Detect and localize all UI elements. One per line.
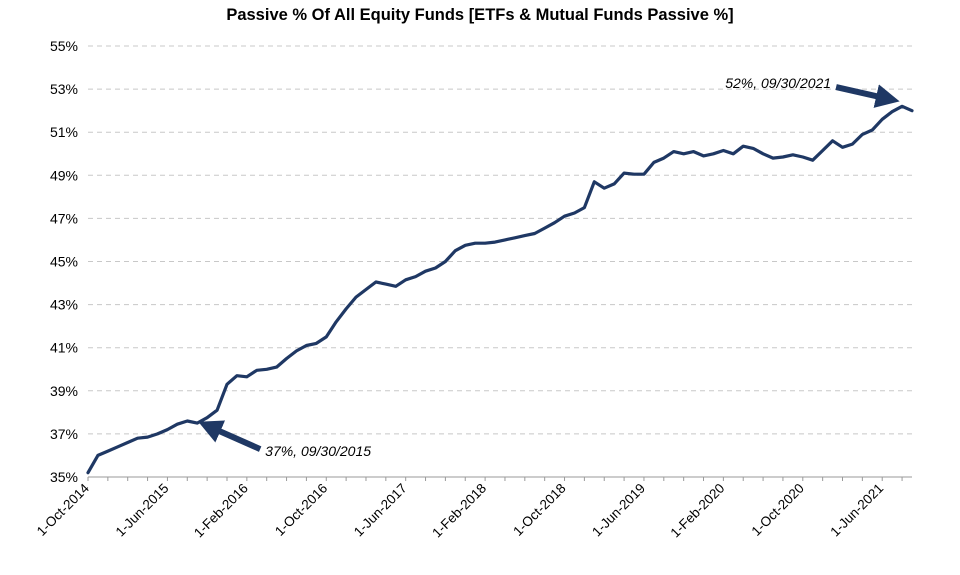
y-tick-label: 39% [50, 383, 78, 399]
x-tick-label: 1-Oct-2020 [749, 481, 807, 539]
x-tick-label: 1-Jun-2021 [827, 481, 886, 540]
y-tick-label: 47% [50, 210, 78, 226]
axes: 35% 37% 39% 41% 43% 45% 47% 49% 51% 53% 55% 1-Oct-2… [34, 38, 912, 540]
y-tick-label: 37% [50, 426, 78, 442]
chart-title: Passive % Of All Equity Funds [ETFs & Mu… [226, 6, 734, 24]
annotation-label: 37%, 09/30/2015 [265, 443, 371, 459]
y-tick-label: 45% [50, 254, 78, 270]
y-tick-label: 53% [50, 81, 78, 97]
x-tick-label: 1-Feb-2016 [191, 481, 251, 541]
y-tick-label: 51% [50, 124, 78, 140]
annotation-label: 52%, 09/30/2021 [725, 75, 831, 91]
x-tick-label: 1-Oct-2016 [272, 481, 330, 539]
x-tick-label: 1-Feb-2020 [668, 481, 728, 541]
y-tick-label: 35% [50, 469, 78, 485]
y-tick-label: 41% [50, 340, 78, 356]
annotations: 37%, 09/30/2015 52%, 09/30/2021 [198, 75, 900, 459]
annotation-arrow [835, 84, 900, 108]
x-tick-label: 1-Jun-2019 [589, 481, 648, 540]
y-tick-label: 49% [50, 167, 78, 183]
x-tick-label: 1-Oct-2018 [510, 481, 568, 539]
x-tick-label: 1-Feb-2018 [429, 481, 489, 541]
x-tick-label: 1-Jun-2015 [113, 481, 172, 540]
x-tick-label: 1-Oct-2014 [34, 480, 93, 539]
y-tick-label: 55% [50, 38, 78, 54]
series [86, 104, 914, 475]
series-line [86, 104, 914, 475]
x-tick-label: 1-Jun-2017 [351, 481, 410, 540]
annotation-arrow [198, 420, 262, 452]
y-tick-label: 43% [50, 297, 78, 313]
